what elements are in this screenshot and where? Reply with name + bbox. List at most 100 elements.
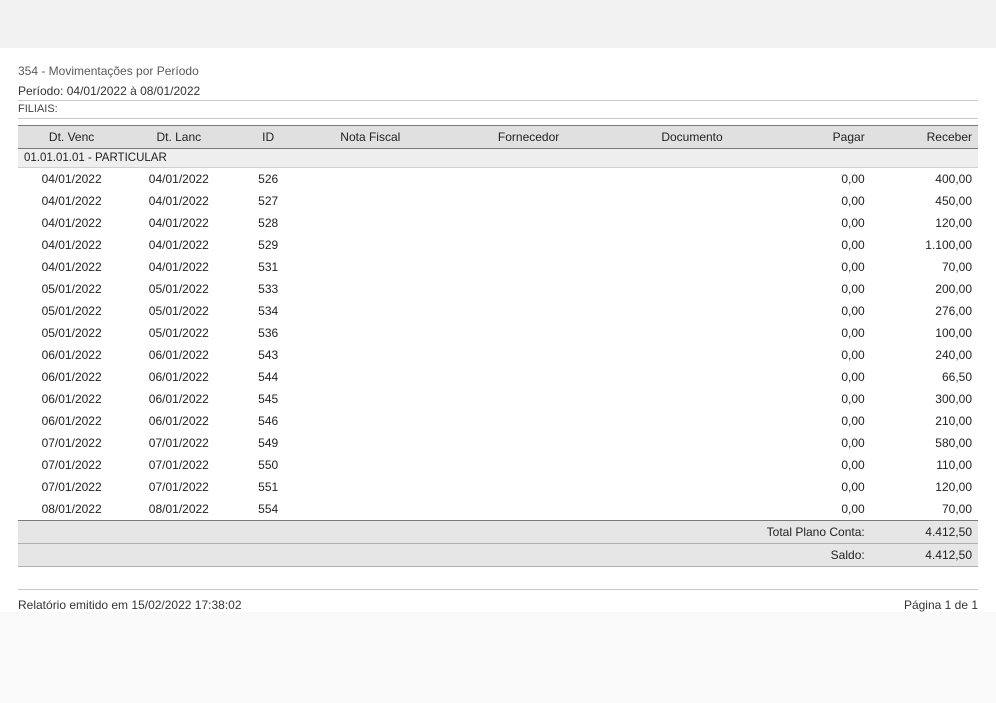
cell-notafiscal: [304, 388, 437, 410]
report-title: 354 - Movimentações por Período: [18, 64, 978, 78]
cell-dtlanc: 06/01/2022: [125, 344, 232, 366]
cell-receber: 200,00: [871, 278, 978, 300]
cell-receber: 1.100,00: [871, 234, 978, 256]
cell-documento: [621, 344, 764, 366]
cell-pagar: 0,00: [763, 234, 870, 256]
table-row: 04/01/202204/01/20225260,00400,00: [18, 168, 978, 191]
cell-documento: [621, 322, 764, 344]
cell-receber: 400,00: [871, 168, 978, 191]
cell-id: 546: [232, 410, 303, 432]
cell-dtvenc: 06/01/2022: [18, 388, 125, 410]
cell-documento: [621, 256, 764, 278]
account-group-row: 01.01.01.01 - PARTICULAR: [18, 149, 978, 168]
cell-dtlanc: 04/01/2022: [125, 212, 232, 234]
cell-fornecedor: [437, 190, 621, 212]
cell-dtlanc: 06/01/2022: [125, 388, 232, 410]
cell-documento: [621, 212, 764, 234]
col-header-pagar: Pagar: [763, 126, 870, 149]
col-header-fornecedor: Fornecedor: [437, 126, 621, 149]
cell-id: 527: [232, 190, 303, 212]
cell-fornecedor: [437, 454, 621, 476]
account-group-label: 01.01.01.01 - PARTICULAR: [18, 149, 978, 168]
cell-dtlanc: 08/01/2022: [125, 498, 232, 521]
total-plano-conta-row: Total Plano Conta: 4.412,50: [18, 521, 978, 544]
cell-dtlanc: 06/01/2022: [125, 366, 232, 388]
cell-notafiscal: [304, 344, 437, 366]
cell-id: 545: [232, 388, 303, 410]
cell-notafiscal: [304, 322, 437, 344]
table-row: 04/01/202204/01/20225310,0070,00: [18, 256, 978, 278]
cell-pagar: 0,00: [763, 190, 870, 212]
cell-id: 544: [232, 366, 303, 388]
cell-receber: 66,50: [871, 366, 978, 388]
cell-fornecedor: [437, 168, 621, 191]
table-row: 06/01/202206/01/20225430,00240,00: [18, 344, 978, 366]
cell-documento: [621, 190, 764, 212]
cell-dtlanc: 06/01/2022: [125, 410, 232, 432]
cell-receber: 70,00: [871, 498, 978, 521]
cell-notafiscal: [304, 190, 437, 212]
col-header-dtvenc: Dt. Venc: [18, 126, 125, 149]
footer-page: Página 1 de 1: [904, 598, 978, 612]
cell-id: 526: [232, 168, 303, 191]
cell-id: 550: [232, 454, 303, 476]
cell-notafiscal: [304, 476, 437, 498]
cell-dtvenc: 04/01/2022: [18, 168, 125, 191]
cell-pagar: 0,00: [763, 432, 870, 454]
cell-documento: [621, 388, 764, 410]
cell-dtvenc: 07/01/2022: [18, 432, 125, 454]
total-plano-conta-label: Total Plano Conta:: [18, 521, 871, 544]
cell-pagar: 0,00: [763, 344, 870, 366]
cell-id: 534: [232, 300, 303, 322]
col-header-notafiscal: Nota Fiscal: [304, 126, 437, 149]
cell-dtlanc: 07/01/2022: [125, 432, 232, 454]
cell-dtvenc: 04/01/2022: [18, 256, 125, 278]
cell-documento: [621, 498, 764, 521]
cell-receber: 580,00: [871, 432, 978, 454]
cell-documento: [621, 278, 764, 300]
cell-dtvenc: 06/01/2022: [18, 410, 125, 432]
table-header: Dt. Venc Dt. Lanc ID Nota Fiscal Fornece…: [18, 126, 978, 149]
cell-dtlanc: 05/01/2022: [125, 300, 232, 322]
cell-notafiscal: [304, 256, 437, 278]
table-row: 07/01/202207/01/20225510,00120,00: [18, 476, 978, 498]
cell-dtvenc: 08/01/2022: [18, 498, 125, 521]
cell-receber: 100,00: [871, 322, 978, 344]
cell-pagar: 0,00: [763, 410, 870, 432]
table-row: 04/01/202204/01/20225270,00450,00: [18, 190, 978, 212]
table-row: 07/01/202207/01/20225490,00580,00: [18, 432, 978, 454]
cell-notafiscal: [304, 432, 437, 454]
footer-emitted-label: Relatório emitido em: [18, 598, 128, 612]
cell-receber: 300,00: [871, 388, 978, 410]
header-blank-area: [0, 0, 996, 48]
total-saldo-value: 4.412,50: [871, 544, 978, 567]
table-row: 05/01/202205/01/20225360,00100,00: [18, 322, 978, 344]
cell-dtlanc: 04/01/2022: [125, 256, 232, 278]
cell-documento: [621, 432, 764, 454]
cell-notafiscal: [304, 300, 437, 322]
cell-dtlanc: 04/01/2022: [125, 168, 232, 191]
period-label: Período:: [18, 84, 63, 98]
cell-receber: 450,00: [871, 190, 978, 212]
table-row: 06/01/202206/01/20225440,0066,50: [18, 366, 978, 388]
total-saldo-row: Saldo: 4.412,50: [18, 544, 978, 567]
cell-fornecedor: [437, 212, 621, 234]
cell-pagar: 0,00: [763, 278, 870, 300]
table-row: 05/01/202205/01/20225330,00200,00: [18, 278, 978, 300]
cell-notafiscal: [304, 366, 437, 388]
table-body: 01.01.01.01 - PARTICULAR 04/01/202204/01…: [18, 149, 978, 521]
cell-dtvenc: 07/01/2022: [18, 454, 125, 476]
total-plano-conta-value: 4.412,50: [871, 521, 978, 544]
cell-notafiscal: [304, 212, 437, 234]
cell-pagar: 0,00: [763, 168, 870, 191]
cell-id: 543: [232, 344, 303, 366]
report-filiais: FILIAIS:: [18, 103, 978, 119]
cell-dtvenc: 06/01/2022: [18, 344, 125, 366]
cell-fornecedor: [437, 388, 621, 410]
cell-pagar: 0,00: [763, 454, 870, 476]
col-header-dtlanc: Dt. Lanc: [125, 126, 232, 149]
cell-id: 551: [232, 476, 303, 498]
cell-notafiscal: [304, 234, 437, 256]
cell-id: 531: [232, 256, 303, 278]
cell-dtvenc: 04/01/2022: [18, 190, 125, 212]
